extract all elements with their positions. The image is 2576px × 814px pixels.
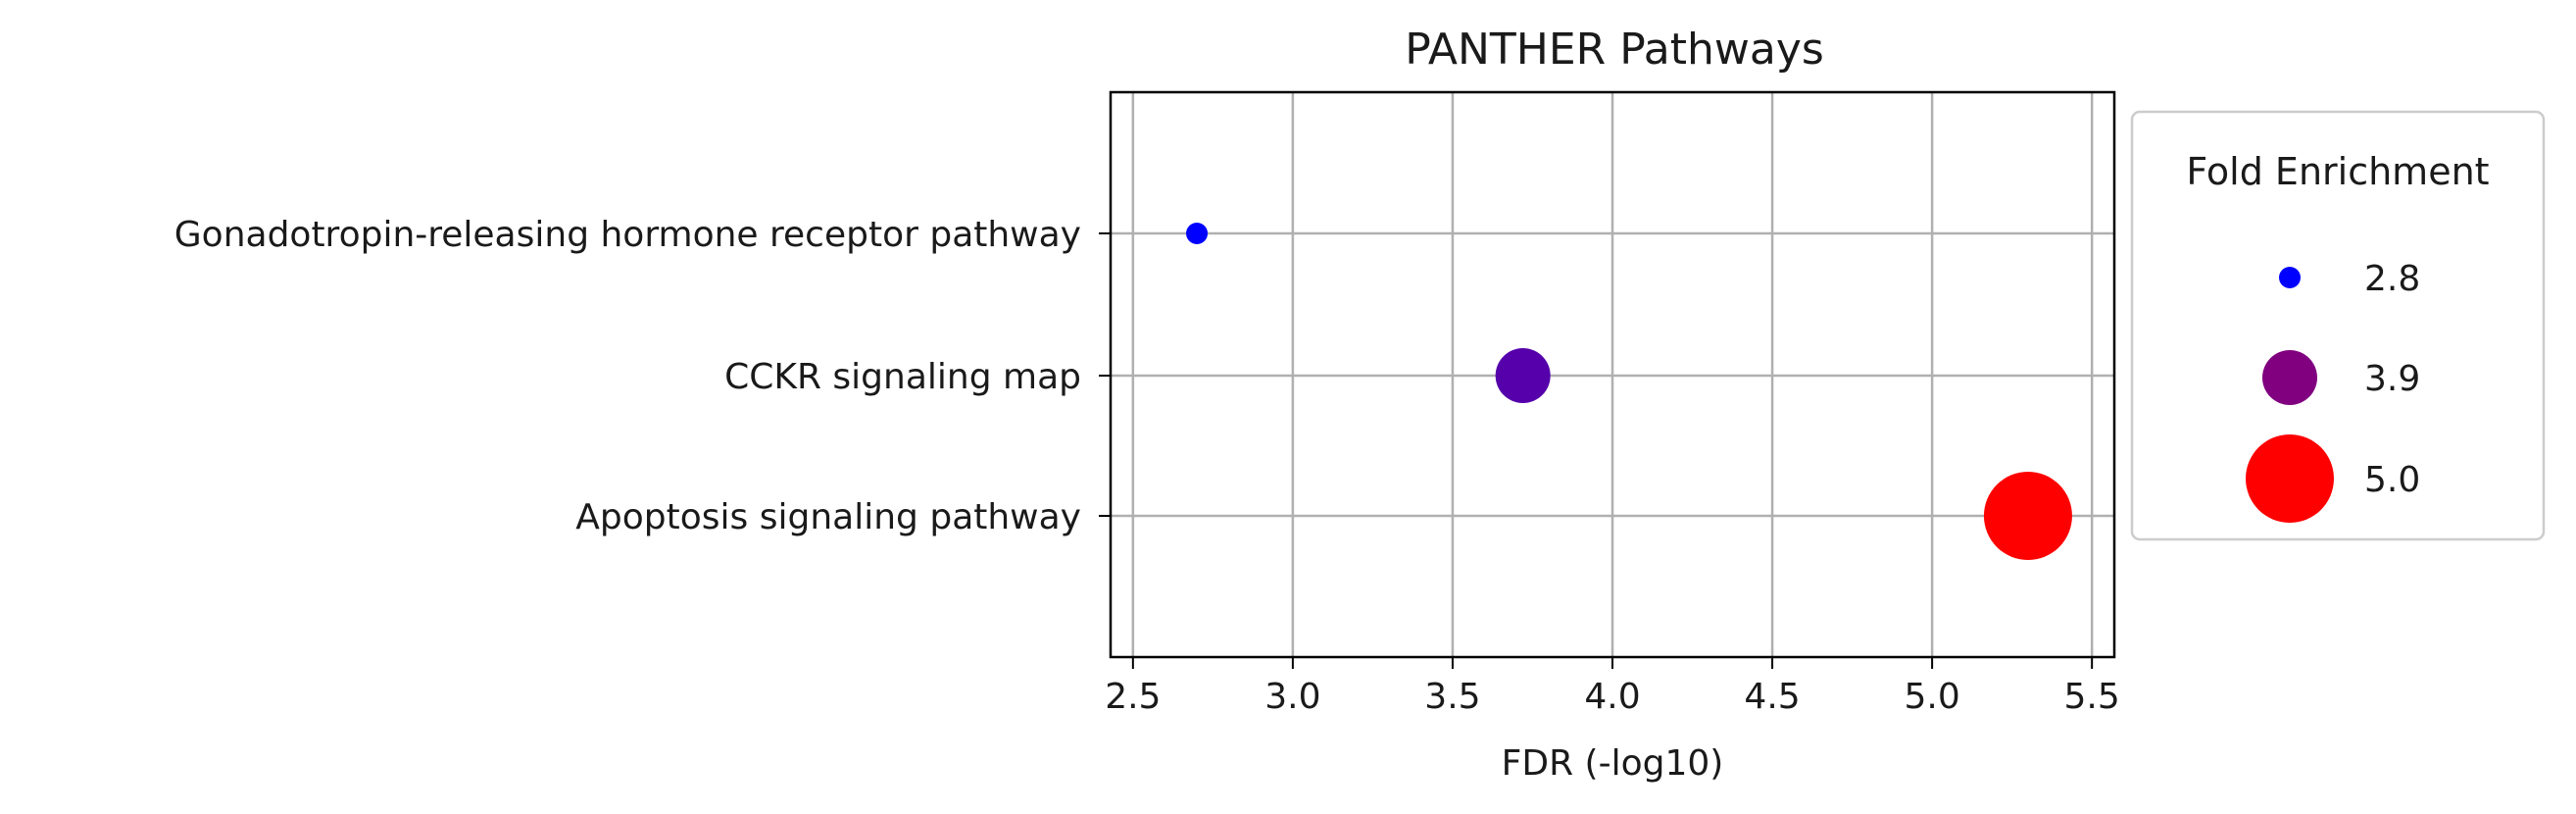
x-tick-label: 2.5 xyxy=(1105,677,1161,717)
legend-label: 2.8 xyxy=(2364,259,2420,299)
legend-entries: 2.8 3.9 5.0 xyxy=(2246,259,2420,523)
legend-marker xyxy=(2246,434,2334,523)
legend-label: 3.9 xyxy=(2364,359,2420,399)
legend: Fold Enrichment 2.8 3.9 5.0 xyxy=(2130,110,2546,541)
chart-title: PANTHER Pathways xyxy=(1405,25,1824,75)
grid xyxy=(1111,92,2114,657)
legend-label: 5.0 xyxy=(2364,460,2420,500)
x-tick-label: 4.0 xyxy=(1584,677,1640,717)
y-tick-label: CCKR signaling map xyxy=(724,357,1081,397)
legend-marker xyxy=(2279,267,2301,288)
x-tick-label: 3.0 xyxy=(1264,677,1320,717)
data-points xyxy=(1186,223,2072,560)
x-tick-label: 3.5 xyxy=(1424,677,1480,717)
x-tick-label: 5.5 xyxy=(2064,677,2120,717)
x-axis-label: FDR (-log10) xyxy=(1502,743,1724,784)
legend-frame xyxy=(2130,110,2546,541)
legend-marker xyxy=(2262,350,2317,405)
data-point xyxy=(1186,223,1209,244)
data-point xyxy=(1983,472,2072,560)
y-tick-label: Gonadotropin-releasing hormone receptor … xyxy=(174,215,1081,255)
axes: 2.5 3.0 3.5 4.0 4.5 5.0 5.5 Gonadotropin-releas… xyxy=(174,215,2120,717)
x-tick-label: 4.5 xyxy=(1744,677,1800,717)
x-tick-label: 5.0 xyxy=(1904,677,1959,717)
legend-title: Fold Enrichment xyxy=(2186,150,2489,193)
data-point xyxy=(1495,348,1551,403)
y-tick-label: Apoptosis signaling pathway xyxy=(575,497,1081,537)
